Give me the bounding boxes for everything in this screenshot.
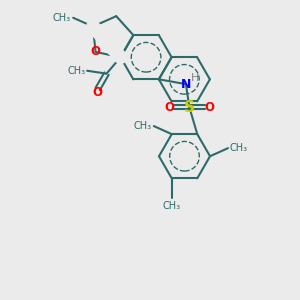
Text: S: S: [184, 100, 195, 115]
Text: CH₃: CH₃: [134, 121, 152, 131]
Text: H: H: [190, 73, 199, 83]
Text: CH₃: CH₃: [67, 66, 85, 76]
Text: CH₃: CH₃: [163, 201, 181, 211]
Text: O: O: [93, 86, 103, 99]
Text: N: N: [181, 78, 191, 91]
Text: O: O: [204, 101, 214, 114]
Text: CH₃: CH₃: [230, 143, 248, 153]
Text: CH₃: CH₃: [52, 13, 70, 23]
Text: O: O: [165, 101, 175, 114]
Text: O: O: [91, 45, 100, 58]
